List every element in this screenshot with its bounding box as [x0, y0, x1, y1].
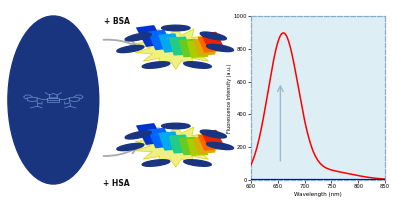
- FancyBboxPatch shape: [193, 38, 216, 56]
- FancyBboxPatch shape: [187, 40, 208, 58]
- Ellipse shape: [142, 62, 170, 68]
- FancyBboxPatch shape: [193, 136, 216, 154]
- Ellipse shape: [207, 44, 233, 52]
- FancyBboxPatch shape: [179, 39, 201, 57]
- Ellipse shape: [200, 32, 226, 40]
- FancyBboxPatch shape: [158, 131, 181, 151]
- Ellipse shape: [200, 130, 226, 138]
- FancyBboxPatch shape: [148, 128, 172, 148]
- Ellipse shape: [207, 142, 233, 150]
- Polygon shape: [135, 27, 216, 69]
- Ellipse shape: [117, 143, 144, 151]
- FancyBboxPatch shape: [187, 138, 208, 156]
- FancyBboxPatch shape: [201, 130, 224, 146]
- FancyBboxPatch shape: [169, 36, 191, 56]
- Text: + HSA: + HSA: [103, 178, 130, 188]
- FancyBboxPatch shape: [169, 134, 191, 154]
- Ellipse shape: [117, 45, 144, 53]
- Ellipse shape: [184, 160, 211, 166]
- Ellipse shape: [8, 16, 99, 184]
- Ellipse shape: [162, 123, 190, 129]
- Polygon shape: [135, 125, 216, 167]
- Y-axis label: Fluorescence Intensity (a.u.): Fluorescence Intensity (a.u.): [227, 63, 232, 133]
- FancyBboxPatch shape: [136, 25, 164, 47]
- Text: + BSA: + BSA: [103, 17, 130, 25]
- FancyBboxPatch shape: [158, 33, 181, 53]
- FancyBboxPatch shape: [136, 123, 164, 145]
- Ellipse shape: [184, 62, 211, 68]
- FancyBboxPatch shape: [198, 35, 221, 53]
- FancyBboxPatch shape: [201, 32, 224, 48]
- FancyBboxPatch shape: [179, 137, 201, 155]
- FancyBboxPatch shape: [148, 30, 172, 50]
- FancyBboxPatch shape: [198, 133, 221, 151]
- Ellipse shape: [162, 25, 190, 31]
- Ellipse shape: [125, 131, 151, 139]
- Ellipse shape: [142, 160, 170, 166]
- X-axis label: Wavelength (nm): Wavelength (nm): [294, 192, 342, 197]
- Ellipse shape: [125, 33, 151, 41]
